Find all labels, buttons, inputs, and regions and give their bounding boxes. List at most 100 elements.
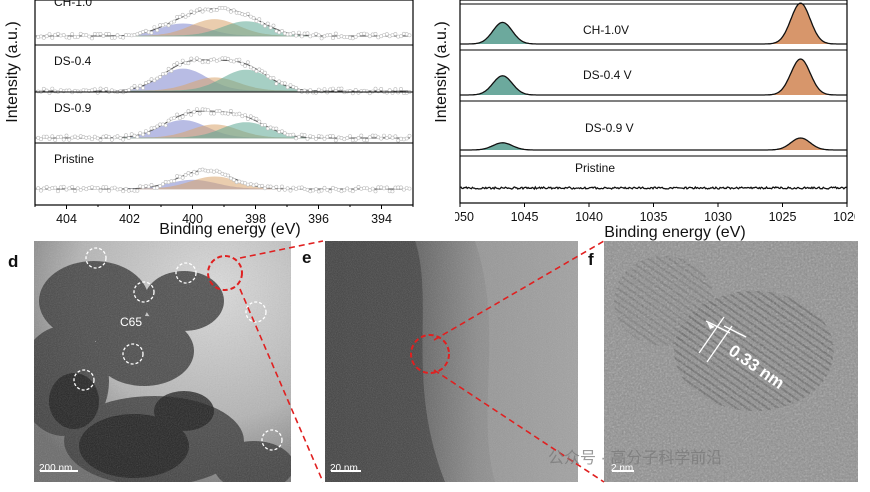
left-data-point bbox=[265, 74, 270, 79]
left-data-point bbox=[333, 138, 338, 143]
left-data-point bbox=[305, 187, 310, 192]
left-data-point bbox=[158, 183, 163, 188]
left-data-point bbox=[228, 109, 233, 113]
left-data-point bbox=[328, 33, 333, 37]
left-data-point bbox=[231, 8, 236, 13]
left-data-point bbox=[271, 76, 276, 80]
left-data-point bbox=[144, 129, 148, 134]
left-data-point bbox=[115, 134, 120, 139]
left-data-point bbox=[384, 185, 389, 190]
left-data-point bbox=[322, 136, 327, 141]
watermark: 公众号 · 高分子科学前沿 bbox=[548, 450, 723, 467]
left-data-point bbox=[237, 111, 242, 116]
left-data-point bbox=[172, 63, 177, 67]
left-data-point bbox=[237, 57, 242, 62]
left-data-point bbox=[291, 132, 296, 137]
right-spectrum-line bbox=[460, 2, 847, 45]
left-data-point bbox=[268, 25, 273, 30]
scalebar-f: 2 nm bbox=[611, 463, 634, 474]
left-data-point bbox=[305, 31, 310, 36]
left-data-point bbox=[127, 136, 131, 141]
left-data-point bbox=[186, 171, 191, 175]
left-data-point bbox=[141, 86, 145, 90]
left-data-point bbox=[393, 134, 398, 139]
left-data-point bbox=[333, 31, 338, 36]
left-data-point bbox=[177, 14, 182, 19]
left-data-point bbox=[345, 186, 350, 191]
left-data-point bbox=[228, 9, 233, 14]
left-data-point bbox=[39, 137, 43, 142]
left-data-point bbox=[331, 134, 335, 139]
left-data-point bbox=[302, 133, 307, 137]
left-data-point bbox=[180, 58, 185, 63]
left-data-point bbox=[192, 169, 197, 174]
left-data-point bbox=[297, 30, 301, 35]
left-data-point bbox=[328, 189, 333, 194]
left-data-point bbox=[345, 136, 350, 140]
left-data-point bbox=[291, 31, 296, 35]
left-data-point bbox=[197, 58, 202, 63]
left-data-point bbox=[240, 61, 245, 66]
left-data-point bbox=[177, 62, 182, 67]
left-data-point bbox=[359, 133, 364, 138]
left-data-point bbox=[379, 136, 384, 141]
left-data-point bbox=[299, 34, 304, 39]
left-data-point bbox=[75, 186, 80, 191]
left-data-point bbox=[163, 71, 168, 76]
left-data-point bbox=[115, 33, 120, 38]
right-series-label: DS-0.9 V bbox=[585, 121, 634, 135]
left-data-point bbox=[44, 134, 49, 139]
left-data-point bbox=[260, 183, 265, 188]
left-data-point bbox=[152, 25, 157, 30]
left-x-tick-label: 394 bbox=[371, 212, 392, 226]
left-data-point bbox=[183, 112, 188, 117]
left-x-tick-label: 398 bbox=[245, 212, 266, 226]
left-data-point bbox=[158, 75, 163, 79]
left-data-point bbox=[186, 61, 191, 66]
left-data-point bbox=[373, 32, 378, 36]
left-data-point bbox=[319, 36, 324, 41]
c65-label: C65 bbox=[120, 315, 143, 329]
left-data-point bbox=[118, 136, 123, 140]
left-data-point bbox=[277, 30, 282, 35]
left-data-point bbox=[172, 116, 177, 120]
left-data-point bbox=[50, 134, 55, 139]
left-data-point bbox=[104, 185, 109, 190]
left-data-point bbox=[274, 184, 279, 189]
left-data-point bbox=[367, 135, 372, 140]
left-data-point bbox=[248, 65, 253, 70]
left-data-point bbox=[107, 32, 111, 36]
left-data-point bbox=[169, 69, 174, 73]
left-data-point bbox=[41, 186, 46, 191]
left-data-point bbox=[243, 64, 248, 68]
right-x-tick-label: 1045 bbox=[511, 210, 539, 224]
left-data-point bbox=[226, 111, 231, 116]
left-data-point bbox=[367, 34, 372, 39]
left-data-point bbox=[58, 134, 63, 139]
left-data-point bbox=[356, 184, 361, 189]
left-data-point bbox=[84, 33, 89, 37]
left-data-point bbox=[194, 171, 199, 176]
left-data-point bbox=[149, 77, 154, 82]
left-data-point bbox=[214, 8, 219, 13]
left-data-point bbox=[107, 134, 111, 139]
left-data-point bbox=[226, 7, 231, 12]
left-data-point bbox=[124, 186, 128, 191]
left-data-point bbox=[144, 28, 148, 33]
left-data-point bbox=[384, 32, 389, 37]
left-data-point bbox=[407, 133, 412, 138]
left-data-point bbox=[280, 28, 284, 33]
left-data-point bbox=[257, 119, 262, 124]
left-x-tick-label: 402 bbox=[119, 212, 140, 226]
left-data-point bbox=[382, 133, 386, 138]
left-data-point bbox=[107, 188, 111, 193]
left-data-point bbox=[192, 10, 197, 15]
left-data-point bbox=[61, 33, 66, 37]
left-data-point bbox=[155, 124, 160, 129]
left-data-point bbox=[399, 185, 403, 190]
left-data-point bbox=[217, 109, 222, 113]
left-data-point bbox=[146, 79, 151, 84]
left-data-point bbox=[297, 134, 301, 139]
right-peak-fill bbox=[761, 3, 840, 45]
left-data-point bbox=[285, 186, 290, 191]
